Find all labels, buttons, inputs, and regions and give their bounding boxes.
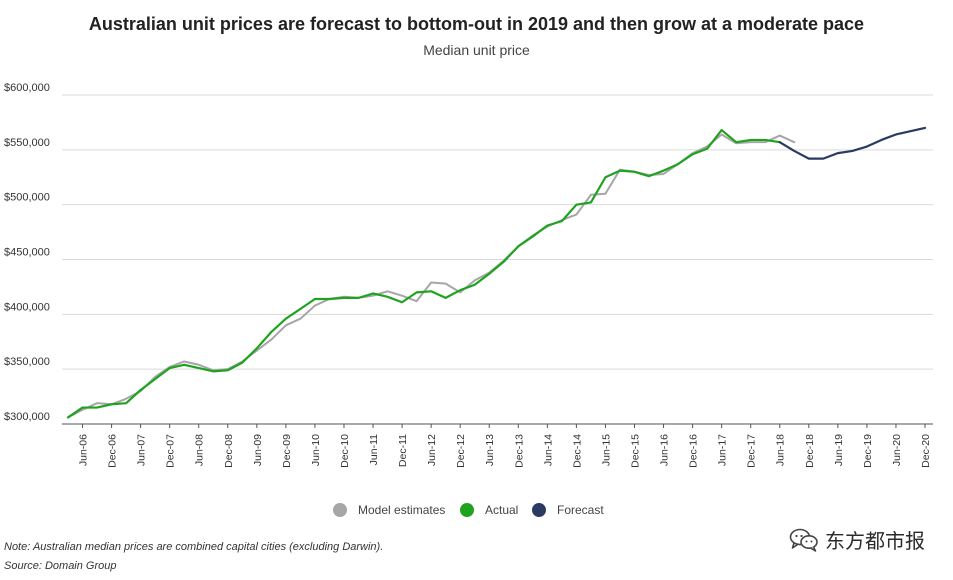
series-line-model-estimates [67,133,796,419]
x-tick-label: Jun-17 [717,434,729,466]
chart-note: Note: Australian median prices are combi… [4,541,384,553]
x-tick-label: Dec-13 [513,434,525,468]
x-tick-label: Jun-08 [194,434,206,466]
x-tick-label: Jun-06 [78,434,90,466]
x-axis: Jun-06 Dec-06 Jun-07 Dec-07 Jun-08 Dec-08 Jun-… [78,424,932,468]
chart-title: Australian unit prices are forecast to b… [88,14,865,34]
x-tick-label: Jun-07 [136,434,148,466]
x-tick-label: Dec-08 [223,434,235,468]
grid-layer [62,94,933,425]
x-tick-label: Dec-12 [455,434,467,468]
watermark-text: 东方都市报 [825,529,925,553]
x-tick-label: Dec-15 [629,434,641,468]
y-tick-label: $300,000 [4,411,50,423]
x-tick-label: Jun-11 [368,434,380,465]
x-tick-label: Dec-17 [746,434,758,468]
x-tick-label: Jun-20 [891,434,903,466]
chart-subtitle: Median unit price [423,42,530,58]
x-tick-label: Dec-10 [339,434,351,468]
series-layer [66,126,927,419]
y-axis: $300,000 $350,000 $400,000 $450,000 $500,000… [4,82,50,423]
x-tick-label: Dec-09 [281,434,293,468]
x-tick-label: Jun-09 [252,434,264,466]
legend-marker [333,503,347,517]
x-tick-label: Dec-16 [688,434,700,468]
x-tick-label: Jun-13 [484,434,496,466]
x-tick-label: Jun-14 [542,434,554,466]
x-tick-label: Dec-18 [804,434,816,468]
y-tick-label: $450,000 [4,247,50,259]
legend-label: Actual [485,503,518,517]
series-line-forecast [778,126,927,160]
x-tick-label: Jun-12 [426,434,438,466]
x-tick-label: Jun-16 [659,434,671,466]
legend-marker [532,503,546,517]
y-tick-label: $400,000 [4,301,50,313]
x-tick-label: Jun-15 [600,434,612,466]
chat-bubbles-icon [789,528,818,552]
x-tick-label: Dec-07 [165,434,177,468]
x-tick-label: Jun-10 [310,434,322,466]
series-line-actual [66,128,781,419]
x-tick-label: Dec-06 [107,434,119,468]
y-tick-label: $500,000 [4,192,50,204]
watermark: 东方都市报 [789,525,925,554]
x-tick-label: Jun-18 [775,434,787,466]
chart-source: Source: Domain Group [4,560,117,572]
legend-label: Forecast [557,503,604,517]
x-tick-label: Dec-14 [571,434,583,468]
y-tick-label: $350,000 [4,356,50,368]
legend-marker [460,503,474,517]
x-tick-label: Dec-11 [397,434,409,467]
y-tick-label: $600,000 [4,82,50,94]
y-tick-label: $550,000 [4,137,50,149]
legend: Model estimates Actual Forecast [333,503,604,517]
x-tick-label: Dec-20 [920,434,932,468]
x-tick-label: Dec-19 [862,434,874,468]
legend-label: Model estimates [358,503,445,517]
x-tick-label: Jun-19 [833,434,845,466]
